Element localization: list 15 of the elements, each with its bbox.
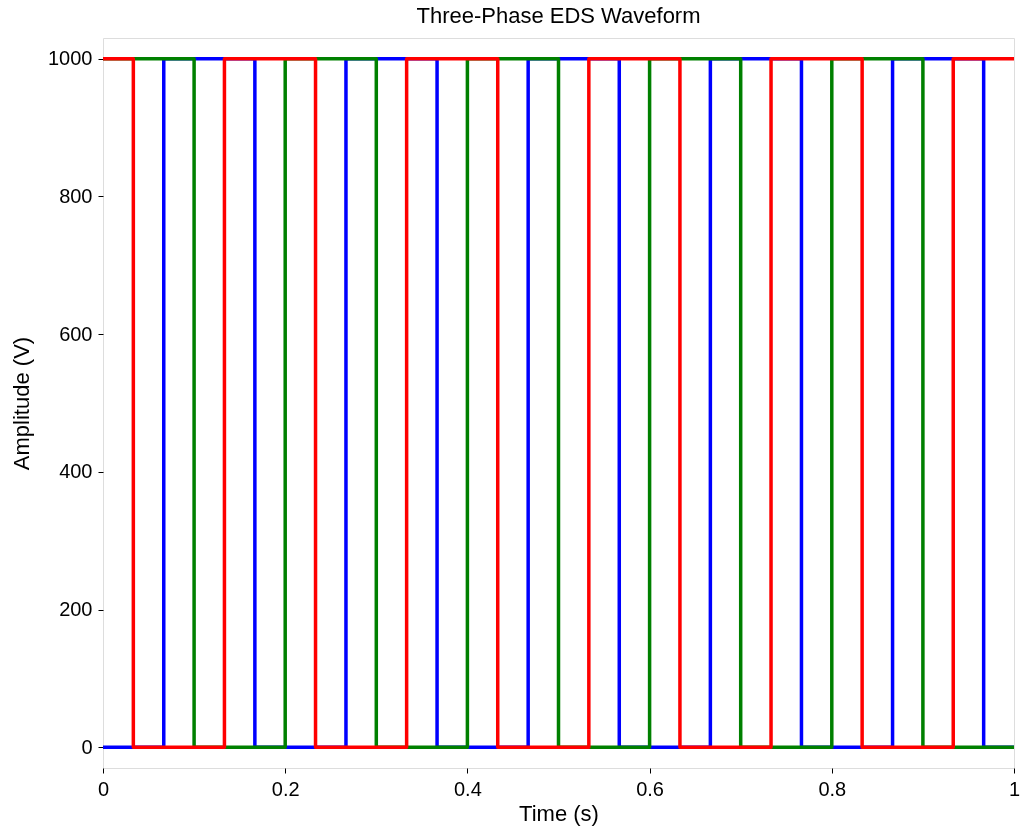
y-tick-label: 200 [59, 598, 93, 621]
x-tick-label: 0.4 [453, 777, 482, 800]
y-tick-label: 400 [59, 460, 93, 483]
x-axis-title: Time (s) [519, 800, 599, 826]
chart-title: Three-Phase EDS Waveform [416, 3, 701, 28]
x-tick-label: 0 [97, 777, 110, 800]
y-tick-label: 1000 [48, 47, 93, 70]
y-tick-label: 800 [59, 184, 93, 207]
y-axis-title: Amplitude (V) [9, 336, 35, 471]
y-tick-label: 600 [59, 322, 93, 345]
x-tick-label: 0.8 [818, 777, 847, 800]
x-tick-label: 1 [1008, 777, 1021, 800]
x-tick-label: 0.2 [271, 777, 300, 800]
x-tick-label: 0.6 [636, 777, 665, 800]
y-tick-label: 0 [81, 735, 93, 758]
